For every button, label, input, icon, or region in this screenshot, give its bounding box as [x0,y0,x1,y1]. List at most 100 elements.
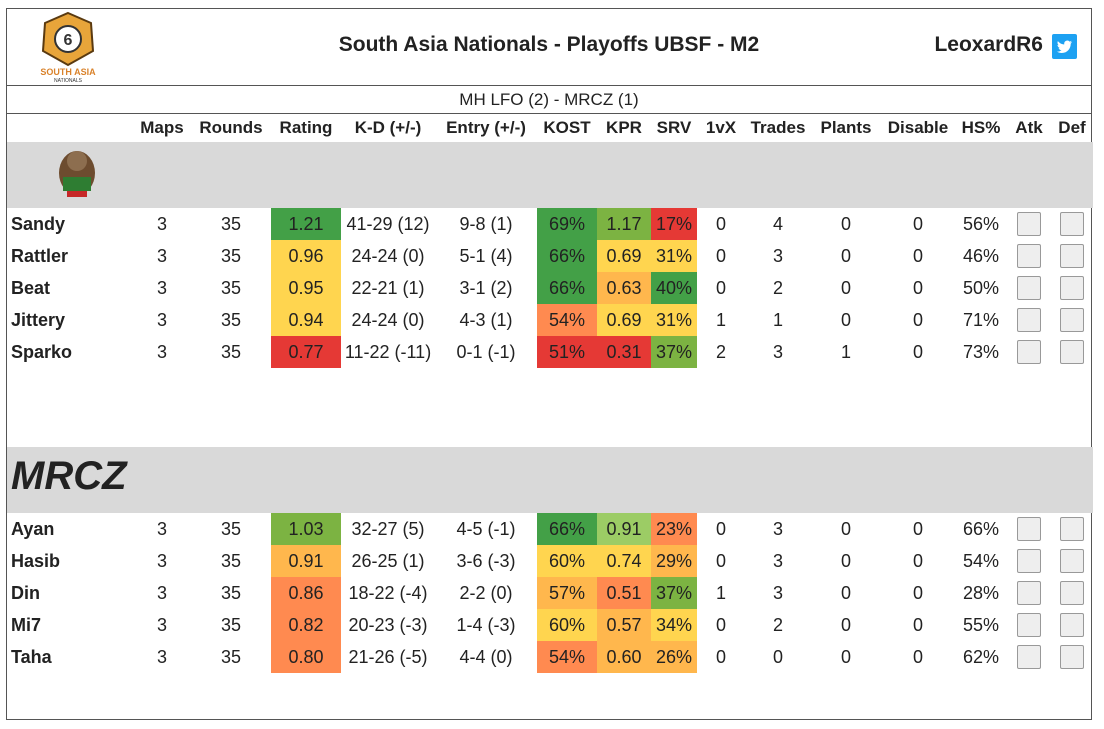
col-disable: Disable [887,118,949,137]
entry-value: 0-1 (-1) [456,341,516,362]
kpr-value: 0.69 [597,240,651,272]
col-player [7,114,133,142]
onevx-value: 2 [715,341,726,362]
maps-value: 3 [156,518,167,539]
def-operator-cell [1051,272,1093,304]
kd-value: 26-25 (1) [351,550,425,571]
player-name: Din [11,582,40,603]
entry-value: 4-3 (1) [459,309,513,330]
atk-operator-cell [1007,304,1051,336]
kpr-value: 1.17 [597,208,651,240]
def-operator-cell [1051,545,1093,577]
col-1vx: 1vX [705,118,737,137]
operator-icon [1017,549,1041,573]
rating-value: 1.03 [271,513,341,545]
twitter-icon[interactable] [1052,34,1077,59]
trades-value: 1 [772,309,783,330]
kd-value: 20-23 (-3) [348,614,428,635]
atk-operator-cell [1007,513,1051,545]
kost-value: 66% [537,272,597,304]
kd-value: 21-26 (-5) [348,646,428,667]
kost-value: 60% [537,609,597,641]
operator-icon [1060,276,1084,300]
tournament-logo: 6 SOUTH ASIA NATIONALS [40,11,96,83]
hs-value: 56% [962,213,1000,234]
rounds-value: 35 [220,646,242,667]
kost-value: 66% [537,240,597,272]
plants-value: 0 [840,582,851,603]
player-row: Ayan 3 35 1.03 32-27 (5) 4-5 (-1) 66% 0.91 23% 0 3… [7,513,1093,545]
team2-logo: MRCZ [11,454,128,498]
def-operator-cell [1051,609,1093,641]
player-row: Hasib 3 35 0.91 26-25 (1) 3-6 (-3) 60% 0.74 29% 0… [7,545,1093,577]
atk-operator-cell [1007,208,1051,240]
kost-value: 60% [537,545,597,577]
operator-icon [1060,212,1084,236]
trades-value: 3 [772,518,783,539]
hs-value: 55% [962,614,1000,635]
disable-value: 0 [912,341,923,362]
plants-value: 0 [840,550,851,571]
atk-operator-cell [1007,336,1051,368]
kd-value: 22-21 (1) [351,277,425,298]
maps-value: 3 [156,582,167,603]
atk-operator-cell [1007,641,1051,673]
kd-value: 32-27 (5) [351,518,425,539]
kd-value: 24-24 (0) [351,309,425,330]
operator-icon [1017,645,1041,669]
hs-value: 71% [962,309,1000,330]
player-name: Sparko [11,341,73,362]
disable-value: 0 [912,245,923,266]
operator-icon [1060,581,1084,605]
team2-logo-text: MRCZ [11,454,128,498]
rounds-value: 35 [220,277,242,298]
kpr-value: 0.63 [597,272,651,304]
def-operator-cell [1051,240,1093,272]
rating-value: 1.21 [271,208,341,240]
kpr-value: 0.31 [597,336,651,368]
rounds-value: 35 [220,213,242,234]
player-name: Hasib [11,550,61,571]
onevx-value: 0 [715,245,726,266]
onevx-value: 1 [715,309,726,330]
rounds-value: 35 [220,341,242,362]
trades-value: 4 [772,213,783,234]
column-header-row: Maps Rounds Rating K-D (+/-) Entry (+/-)… [7,114,1093,142]
srv-value: 34% [651,609,697,641]
kd-value: 41-29 (12) [346,213,430,234]
maps-value: 3 [156,614,167,635]
onevx-value: 0 [715,550,726,571]
maps-value: 3 [156,213,167,234]
kd-value: 18-22 (-4) [348,582,428,603]
def-operator-cell [1051,513,1093,545]
col-srv: SRV [656,118,692,137]
team1-logo [59,150,95,197]
plants-value: 1 [840,341,851,362]
player-name: Sandy [11,213,66,234]
trades-value: 0 [772,646,783,667]
kd-value: 24-24 (0) [351,245,425,266]
col-kd: K-D (+/-) [354,118,422,137]
rating-value: 0.86 [271,577,341,609]
col-kpr: KPR [606,118,642,137]
col-plants: Plants [820,118,872,137]
onevx-value: 0 [715,646,726,667]
trades-value: 3 [772,245,783,266]
operator-icon [1017,276,1041,300]
kd-value: 11-22 (-11) [344,341,432,362]
entry-value: 9-8 (1) [459,213,513,234]
maps-value: 3 [156,646,167,667]
rounds-value: 35 [220,245,242,266]
col-entry: Entry (+/-) [446,118,526,137]
operator-icon [1017,613,1041,637]
kost-value: 66% [537,513,597,545]
operator-icon [1017,517,1041,541]
rating-value: 0.80 [271,641,341,673]
hs-value: 46% [962,245,1000,266]
plants-value: 0 [840,646,851,667]
team2-logo-band: MRCZ [7,447,1093,513]
hs-value: 28% [962,582,1000,603]
srv-value: 37% [651,577,697,609]
rounds-value: 35 [220,614,242,635]
def-operator-cell [1051,304,1093,336]
